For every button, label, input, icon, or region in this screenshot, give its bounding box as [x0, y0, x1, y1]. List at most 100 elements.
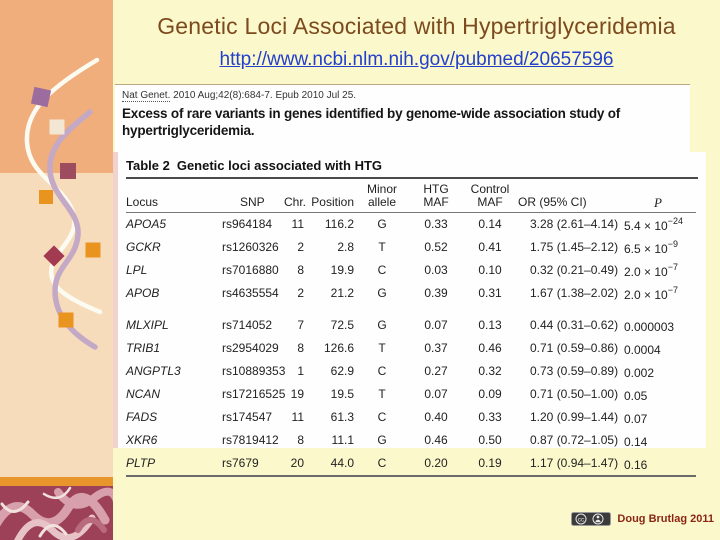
p-value-exponent: −24 [667, 216, 683, 226]
cell-locus: APOA5 [126, 217, 167, 231]
cell-p: 0.14 [620, 429, 696, 452]
table-row: TRIB1 rs2954029 8 126.6 T 0.37 0.46 0.71… [126, 337, 696, 360]
cell-snp: rs2954029 [222, 341, 279, 355]
cell-p: 0.000003 [620, 305, 696, 337]
cell-chr: 11 [291, 410, 304, 424]
htg-table-card: Table 2 Genetic loci associated with HTG … [113, 152, 706, 477]
cell-position: 19.9 [330, 263, 354, 277]
cell-locus: TRIB1 [126, 341, 161, 355]
cell-htg-maf: 0.20 [424, 456, 448, 470]
p-value-exponent: −9 [667, 239, 678, 249]
cell-htg-maf: 0.07 [424, 387, 448, 401]
cell-control-maf: 0.41 [478, 240, 502, 254]
cell-chr: 7 [297, 318, 304, 332]
cell-chr: 2 [297, 240, 304, 254]
table-caption-text: Genetic loci associated with HTG [176, 158, 383, 173]
citation-details: 2010 Aug;42(8):684-7. Epub 2010 Jul 25. [170, 90, 357, 101]
cell-htg-maf: 0.39 [424, 286, 448, 300]
table-row: FADS rs174547 11 61.3 C 0.40 0.33 1.20 (… [126, 406, 696, 429]
journal-name: Nat Genet. [122, 90, 171, 102]
cell-htg-maf: 0.37 [424, 341, 448, 355]
cell-htg-maf: 0.46 [424, 433, 448, 447]
table-row: XKR6 rs7819412 8 11.1 G 0.46 0.50 0.87 (… [126, 429, 696, 452]
cell-or: 3.28 (2.61–4.14) [530, 217, 619, 231]
p-value-base: 0.05 [624, 389, 648, 403]
cell-locus: LPL [126, 263, 148, 277]
col-header-minor-allele: Minor allele [354, 179, 410, 213]
cell-control-maf: 0.33 [478, 410, 502, 424]
col-header-p: P [620, 179, 696, 213]
cell-or: 1.17 (0.94–1.47) [530, 456, 619, 470]
cell-locus: PLTP [126, 456, 156, 470]
cell-htg-maf: 0.33 [424, 217, 448, 231]
cell-chr: 11 [291, 217, 304, 231]
cell-position: 116.2 [324, 217, 354, 231]
cell-minor-allele: G [377, 217, 387, 231]
dna-helix-graphic [24, 57, 103, 350]
cell-minor-allele: C [377, 364, 387, 378]
cell-or: 1.75 (1.45–2.12) [530, 240, 619, 254]
cell-p: 0.0004 [620, 337, 696, 360]
cell-minor-allele: C [377, 410, 387, 424]
table-header: Locus SNP Chr. Position Minor allele HTG M… [126, 179, 696, 213]
cell-p: 6.5 × 10−9 [620, 236, 696, 259]
cell-snp: rs174547 [222, 410, 273, 424]
cell-snp: rs964184 [222, 217, 273, 231]
col-header-chr: Chr. [284, 179, 306, 213]
cell-locus: FADS [126, 410, 158, 424]
cell-control-maf: 0.14 [478, 217, 502, 231]
cell-minor-allele: T [378, 240, 386, 254]
cell-or: 0.73 (0.59–0.89) [530, 364, 619, 378]
cell-locus: MLXIPL [126, 318, 169, 332]
cell-locus: NCAN [126, 387, 161, 401]
cell-control-maf: 0.19 [478, 456, 502, 470]
cell-control-maf: 0.32 [478, 364, 502, 378]
p-value-exponent: −7 [667, 262, 678, 272]
cc-license-badge[interactable]: cc [571, 512, 612, 526]
cell-position: 11.1 [331, 433, 354, 447]
p-value-base: 0.000003 [624, 320, 675, 334]
pubmed-link[interactable]: http://www.ncbi.nlm.nih.gov/pubmed/20657… [219, 49, 614, 70]
cell-htg-maf: 0.03 [424, 263, 448, 277]
p-value-base: 0.0004 [624, 343, 661, 357]
col-header-locus: Locus [126, 179, 218, 213]
col-header-or: OR (95% CI) [518, 179, 620, 213]
pubmed-link-wrap: http://www.ncbi.nlm.nih.gov/pubmed/20657… [113, 49, 720, 71]
cell-chr: 2 [297, 286, 304, 300]
cell-snp: rs7819412 [222, 433, 279, 447]
cell-locus: GCKR [126, 240, 161, 254]
cell-minor-allele: G [377, 318, 387, 332]
citation-line: Nat Genet. 2010 Aug;42(8):684-7. Epub 20… [122, 90, 686, 102]
cell-p: 0.07 [620, 406, 696, 429]
cell-minor-allele: C [377, 456, 387, 470]
cell-chr: 1 [297, 364, 304, 378]
cell-chr: 8 [297, 341, 304, 355]
table-group-2: MLXIPL rs714052 7 72.5 G 0.07 0.13 0.44 … [126, 305, 696, 476]
cell-position: 2.8 [337, 240, 354, 254]
table-caption-label: Table 2 [126, 158, 170, 173]
cell-control-maf: 0.13 [478, 318, 502, 332]
cell-p: 0.05 [620, 383, 696, 406]
table-row: GCKR rs1260326 2 2.8 T 0.52 0.41 1.75 (1… [126, 236, 696, 259]
svg-text:cc: cc [578, 516, 584, 523]
cell-minor-allele: C [377, 263, 387, 277]
credit-text: Doug Brutlag 2011 [617, 513, 714, 525]
col-header-snp: SNP [218, 179, 284, 213]
p-value-base: 2.0 × 10 [624, 288, 668, 302]
cell-htg-maf: 0.52 [424, 240, 448, 254]
p-value-base: 0.002 [624, 366, 655, 380]
cell-position: 72.5 [330, 318, 354, 332]
table-row: MLXIPL rs714052 7 72.5 G 0.07 0.13 0.44 … [126, 305, 696, 337]
cell-minor-allele: T [378, 341, 386, 355]
cell-htg-maf: 0.07 [424, 318, 448, 332]
table-caption: Table 2 Genetic loci associated with HTG [126, 158, 698, 179]
cell-or: 0.71 (0.59–0.86) [530, 341, 619, 355]
cell-snp: rs1260326 [222, 240, 279, 254]
cell-position: 21.2 [330, 286, 354, 300]
table-group-1: APOA5 rs964184 11 116.2 G 0.33 0.14 3.28… [126, 213, 696, 306]
cell-minor-allele: G [377, 286, 387, 300]
cell-snp: rs714052 [222, 318, 273, 332]
cell-chr: 20 [290, 456, 304, 470]
table-row: LPL rs7016880 8 19.9 C 0.03 0.10 0.32 (0… [126, 259, 696, 282]
